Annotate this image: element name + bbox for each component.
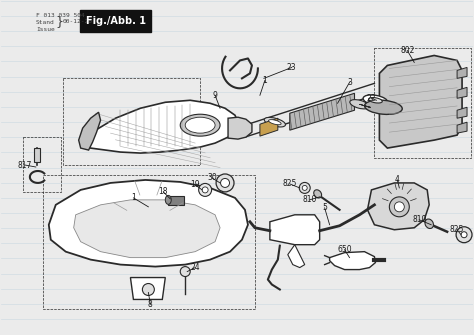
- Text: 18: 18: [159, 187, 168, 196]
- Text: Stand: Stand: [36, 20, 55, 24]
- Polygon shape: [168, 196, 184, 205]
- Polygon shape: [457, 107, 467, 118]
- Text: Issue: Issue: [36, 26, 55, 31]
- Polygon shape: [130, 277, 165, 299]
- Ellipse shape: [165, 195, 171, 204]
- Bar: [34, 148, 40, 162]
- Text: 8: 8: [148, 300, 153, 309]
- Ellipse shape: [180, 114, 220, 136]
- Ellipse shape: [199, 184, 211, 196]
- Polygon shape: [379, 56, 462, 148]
- Circle shape: [142, 283, 155, 295]
- Text: F 013 039 504: F 013 039 504: [36, 13, 84, 18]
- Polygon shape: [329, 252, 375, 270]
- Polygon shape: [79, 112, 100, 150]
- Polygon shape: [73, 200, 220, 258]
- Text: 810: 810: [412, 215, 427, 224]
- Ellipse shape: [185, 117, 215, 133]
- Circle shape: [180, 267, 190, 277]
- Ellipse shape: [264, 117, 285, 127]
- Polygon shape: [260, 118, 278, 136]
- Ellipse shape: [302, 186, 307, 190]
- Polygon shape: [457, 87, 467, 98]
- Ellipse shape: [202, 187, 208, 193]
- Circle shape: [461, 232, 467, 238]
- Text: 30: 30: [207, 174, 217, 183]
- Ellipse shape: [220, 179, 229, 187]
- Text: 825: 825: [450, 225, 464, 234]
- Polygon shape: [288, 245, 305, 268]
- Text: 802: 802: [400, 46, 414, 55]
- Text: 22: 22: [367, 94, 376, 103]
- Polygon shape: [290, 93, 355, 130]
- Text: 00-12-28: 00-12-28: [63, 19, 93, 24]
- Text: 3: 3: [347, 78, 352, 87]
- Ellipse shape: [299, 183, 310, 193]
- Ellipse shape: [314, 190, 321, 198]
- Text: 24: 24: [191, 263, 200, 272]
- Text: 1: 1: [263, 76, 267, 85]
- Text: 817: 817: [18, 160, 32, 170]
- Polygon shape: [270, 215, 319, 245]
- Ellipse shape: [363, 95, 388, 106]
- Text: 825: 825: [283, 180, 297, 188]
- Circle shape: [389, 197, 409, 217]
- Text: }: }: [56, 15, 64, 28]
- Polygon shape: [228, 117, 252, 139]
- Text: Fig./Abb. 1: Fig./Abb. 1: [85, 16, 146, 25]
- Text: 9: 9: [213, 91, 218, 100]
- Text: 4: 4: [395, 176, 400, 185]
- Polygon shape: [49, 180, 248, 267]
- Ellipse shape: [350, 99, 369, 109]
- Ellipse shape: [269, 120, 281, 125]
- Polygon shape: [457, 67, 467, 78]
- Ellipse shape: [425, 219, 433, 228]
- Text: 5: 5: [322, 203, 327, 212]
- FancyBboxPatch shape: [80, 10, 151, 31]
- Text: 23: 23: [287, 63, 297, 72]
- Ellipse shape: [365, 100, 402, 114]
- Text: 650: 650: [337, 245, 352, 254]
- Text: 19: 19: [191, 181, 200, 189]
- Circle shape: [394, 202, 404, 212]
- Polygon shape: [457, 122, 467, 133]
- Polygon shape: [367, 183, 429, 230]
- Circle shape: [456, 227, 472, 243]
- Text: 1: 1: [131, 193, 136, 202]
- Text: 810: 810: [302, 195, 317, 204]
- Polygon shape: [81, 100, 238, 153]
- Ellipse shape: [216, 174, 234, 192]
- Ellipse shape: [369, 97, 383, 103]
